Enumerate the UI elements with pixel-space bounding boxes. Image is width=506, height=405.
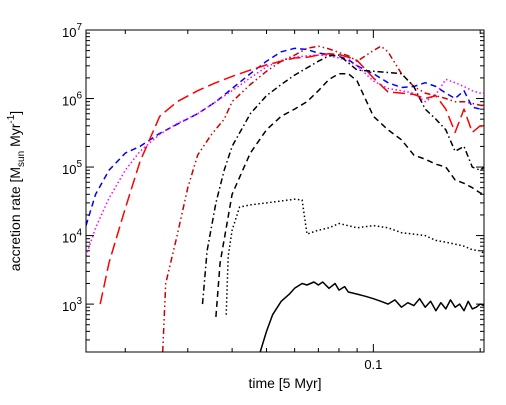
y-tick-label-base: 10 (62, 94, 76, 109)
y-tick-label: 107 (62, 22, 82, 40)
series-line-7 (225, 198, 484, 315)
plot-frame (85, 29, 485, 353)
series-line-5 (201, 54, 484, 305)
y-axis-title-prefix: accretion rate [M (7, 167, 23, 271)
y-tick-label: 103 (62, 296, 82, 314)
y-tick-label: 106 (62, 91, 82, 109)
series-line-6 (215, 72, 484, 317)
y-tick-label-base: 10 (62, 25, 76, 40)
y-tick-label-exponent: 5 (76, 159, 82, 170)
y-axis-title-subscript: sun (16, 151, 27, 167)
y-axis-title-unit: Myr (7, 123, 23, 151)
y-tick-label: 105 (62, 159, 82, 177)
x-tick-label: 0.1 (364, 357, 382, 372)
series-line-3 (99, 53, 484, 305)
series-layer (86, 45, 484, 352)
y-tick-label-base: 10 (62, 162, 76, 177)
y-tick-label-exponent: 3 (76, 296, 82, 307)
y-tick-label-base: 10 (62, 299, 76, 314)
y-tick-label-exponent: 4 (76, 228, 82, 239)
axis-ticks (86, 29, 484, 353)
y-tick-label-exponent: 7 (76, 22, 82, 33)
y-tick-label-exponent: 6 (76, 91, 82, 102)
y-axis-title-suffix: ] (7, 111, 23, 115)
series-line-8 (259, 281, 484, 352)
series-line-4 (161, 45, 484, 352)
y-tick-label-base: 10 (62, 231, 76, 246)
x-axis-title: time [5 Myr] (248, 375, 321, 391)
y-axis-title-superscript: -1 (6, 114, 17, 123)
series-line-2 (86, 54, 484, 257)
y-axis-title: accretion rate [Msun Myr-1] (6, 111, 27, 271)
y-tick-label: 104 (62, 228, 82, 246)
series-line-1 (86, 47, 484, 226)
